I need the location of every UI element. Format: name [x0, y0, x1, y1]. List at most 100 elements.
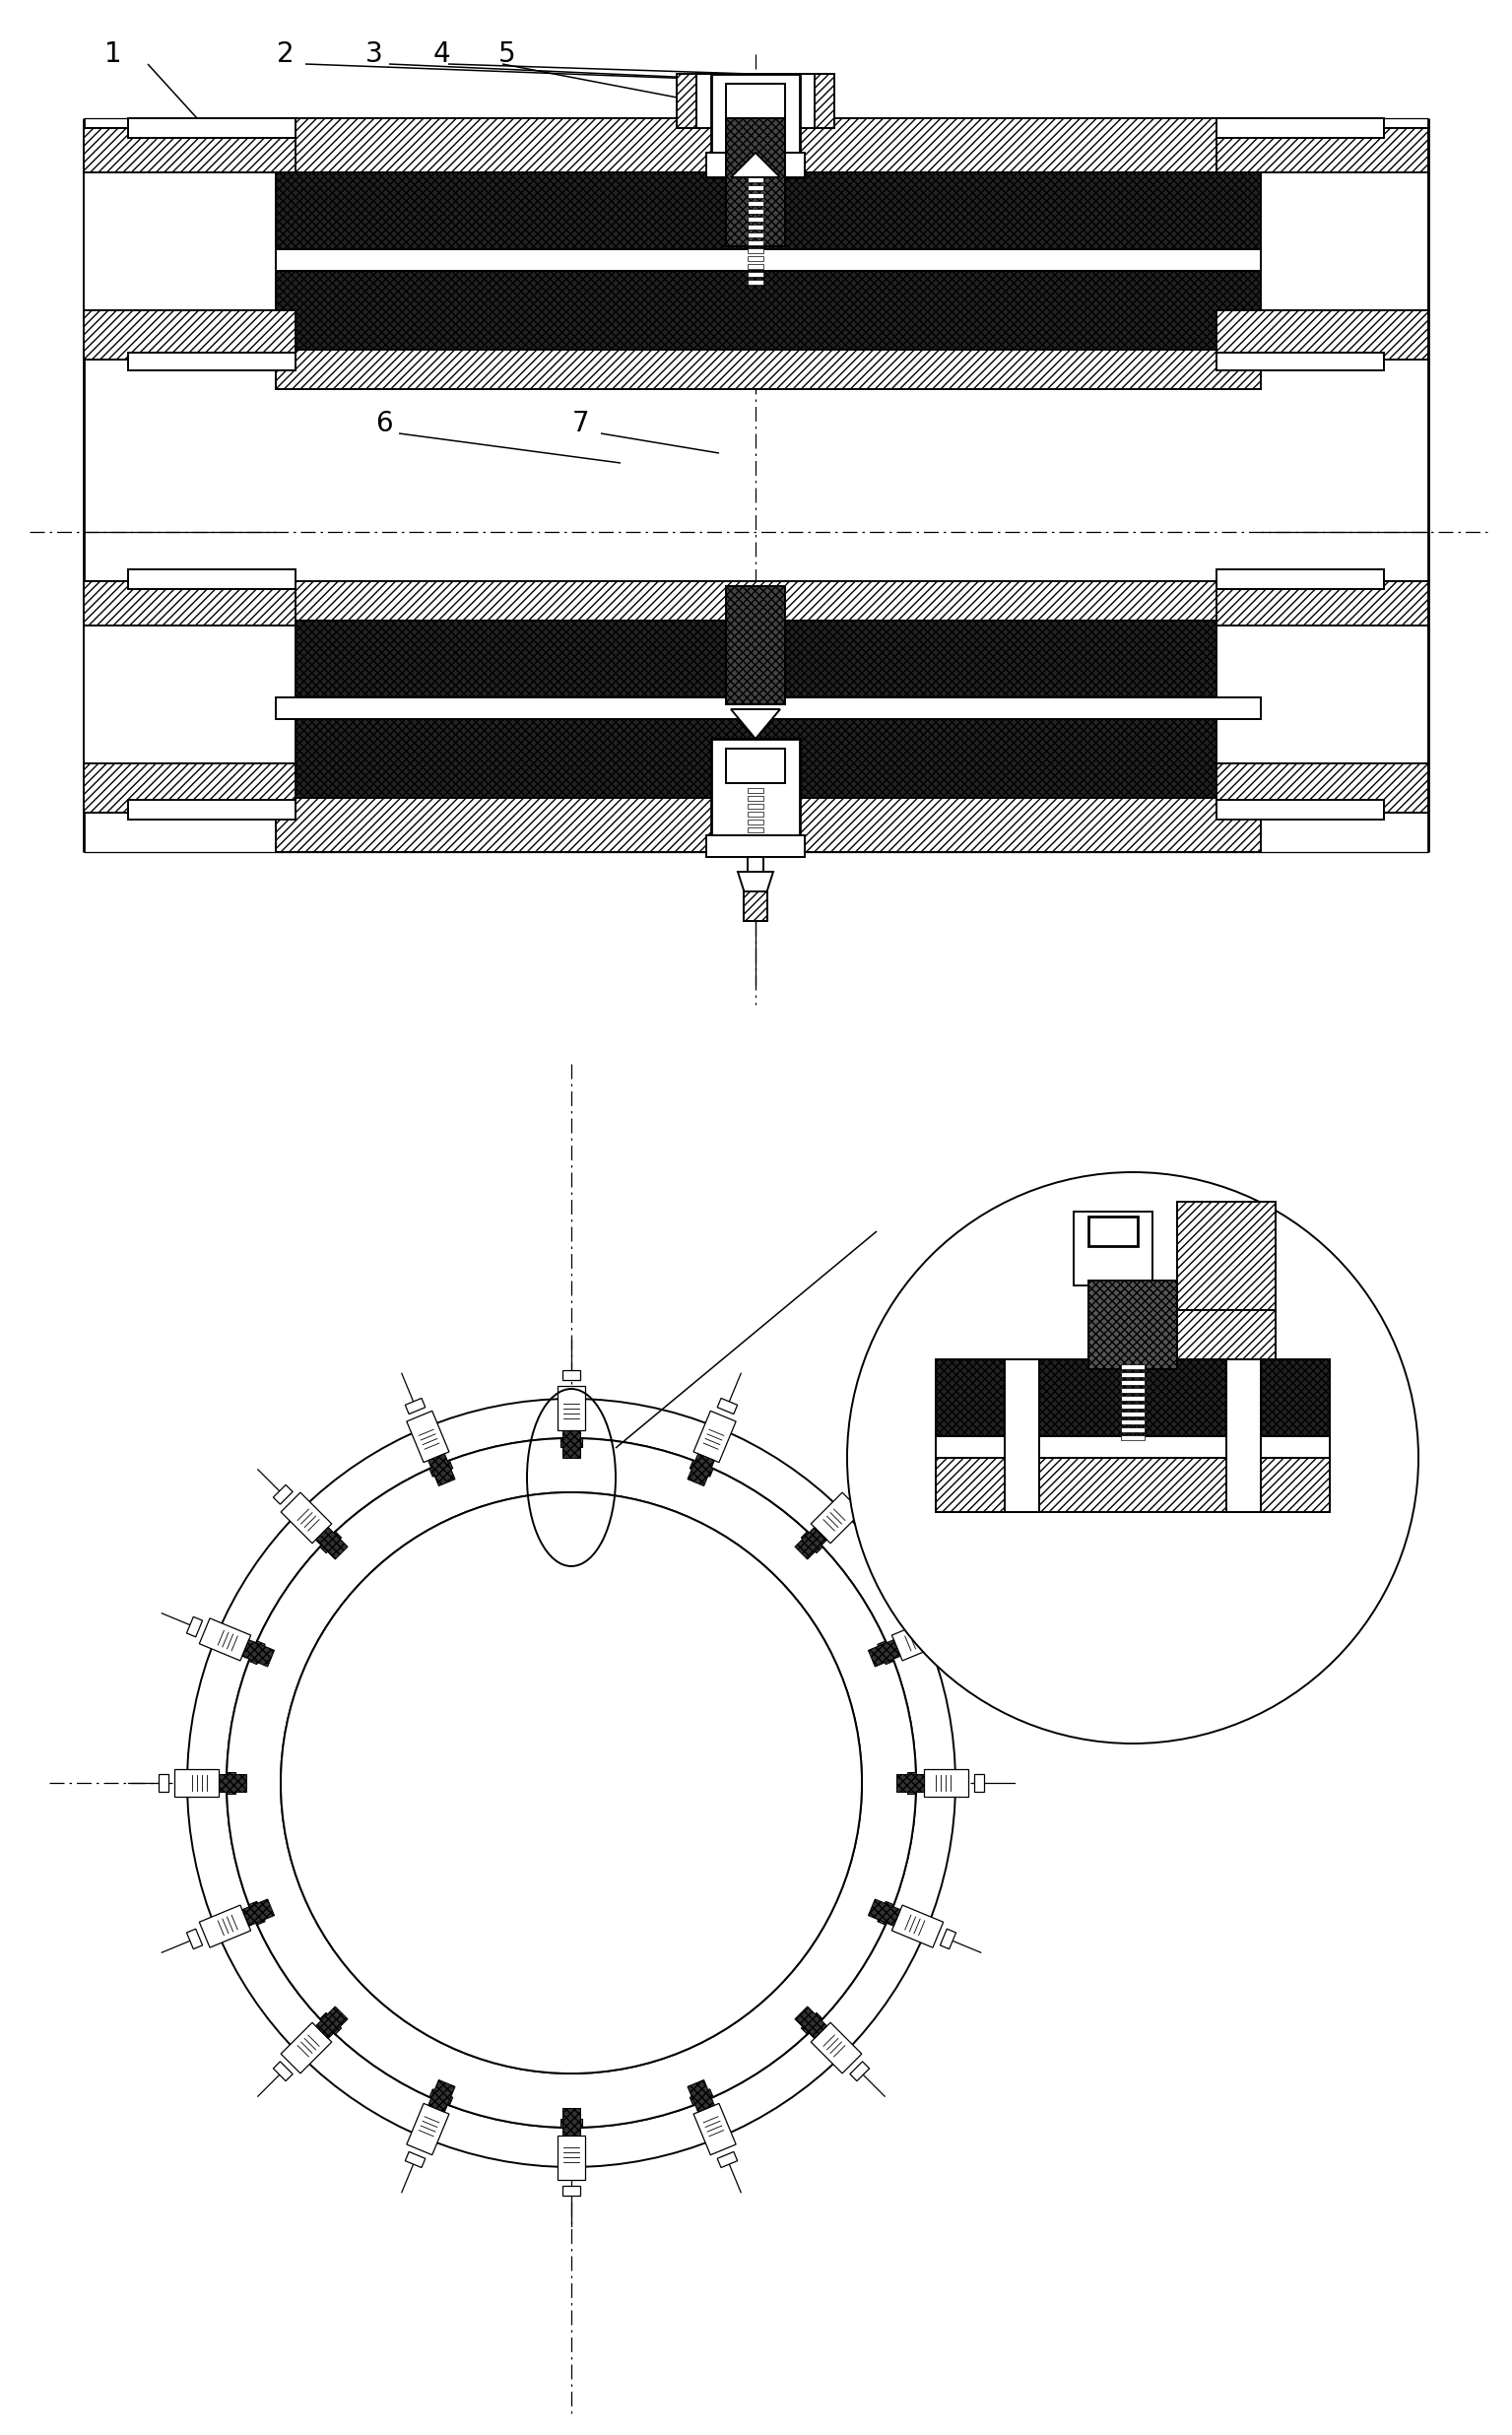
Polygon shape: [281, 1493, 331, 1544]
Polygon shape: [801, 1532, 823, 1554]
Text: 1: 1: [104, 41, 122, 68]
Polygon shape: [974, 1775, 984, 1792]
Polygon shape: [428, 1454, 455, 1485]
Polygon shape: [561, 2118, 582, 2128]
Polygon shape: [281, 2023, 331, 2072]
Polygon shape: [810, 1493, 862, 1544]
Polygon shape: [940, 1929, 956, 1948]
Bar: [747, 796, 764, 801]
Bar: [1217, 173, 1429, 309]
Bar: [1120, 1412, 1145, 1417]
Circle shape: [227, 1439, 916, 2128]
Bar: [275, 696, 1261, 718]
Polygon shape: [801, 2014, 823, 2033]
Bar: [726, 748, 785, 784]
Bar: [275, 173, 1261, 251]
Polygon shape: [227, 1773, 236, 1795]
Polygon shape: [868, 1639, 901, 1666]
Text: 3: 3: [366, 41, 383, 68]
Bar: [1089, 1281, 1178, 1368]
Polygon shape: [316, 2006, 348, 2038]
Polygon shape: [428, 2079, 455, 2111]
Bar: [1217, 799, 1383, 821]
Bar: [936, 1359, 1329, 1439]
Polygon shape: [689, 1461, 714, 1476]
Bar: [275, 270, 1261, 351]
Polygon shape: [850, 1485, 869, 1505]
Polygon shape: [877, 1902, 894, 1924]
Bar: [1217, 582, 1429, 626]
Bar: [1226, 1359, 1261, 1512]
Bar: [747, 789, 764, 794]
Bar: [1217, 119, 1383, 139]
Polygon shape: [429, 2089, 452, 2106]
Bar: [129, 570, 295, 589]
Polygon shape: [892, 1619, 943, 1661]
Bar: [677, 73, 835, 129]
Polygon shape: [405, 2153, 425, 2167]
Polygon shape: [174, 1770, 219, 1797]
Bar: [747, 202, 764, 207]
Polygon shape: [892, 1904, 943, 1948]
Bar: [1120, 1381, 1145, 1386]
Polygon shape: [717, 2153, 738, 2167]
Polygon shape: [159, 1775, 168, 1792]
Polygon shape: [730, 709, 780, 738]
Bar: [747, 217, 764, 222]
Polygon shape: [562, 1429, 581, 1459]
Bar: [275, 718, 1261, 799]
Polygon shape: [688, 2079, 715, 2111]
Bar: [1217, 570, 1383, 589]
Bar: [1004, 1359, 1039, 1512]
Polygon shape: [717, 1398, 738, 1415]
Bar: [1217, 582, 1429, 813]
Circle shape: [227, 1439, 916, 2128]
Bar: [83, 626, 295, 765]
Polygon shape: [242, 1899, 274, 1926]
Bar: [1217, 129, 1429, 360]
Polygon shape: [274, 2062, 293, 2082]
Bar: [129, 119, 295, 139]
Polygon shape: [688, 1454, 715, 1485]
Bar: [747, 804, 764, 808]
Bar: [747, 224, 764, 229]
Bar: [83, 173, 295, 309]
Polygon shape: [248, 1641, 265, 1666]
Polygon shape: [924, 1770, 968, 1797]
Bar: [1217, 309, 1429, 360]
Polygon shape: [407, 2104, 449, 2155]
Bar: [747, 273, 764, 278]
Bar: [747, 185, 764, 190]
Text: 5: 5: [499, 41, 516, 68]
Bar: [129, 353, 295, 370]
Polygon shape: [738, 872, 773, 896]
Bar: [275, 351, 1261, 390]
Polygon shape: [558, 2135, 585, 2179]
Polygon shape: [562, 2109, 581, 2135]
Polygon shape: [810, 2023, 862, 2072]
Circle shape: [187, 1398, 956, 2167]
Bar: [747, 209, 764, 214]
Polygon shape: [200, 1619, 251, 1661]
Polygon shape: [248, 1902, 265, 1924]
Bar: [1089, 1218, 1137, 1247]
Bar: [83, 129, 295, 360]
Bar: [747, 828, 764, 833]
Bar: [936, 1437, 1329, 1459]
Bar: [706, 835, 804, 857]
Polygon shape: [940, 1617, 956, 1636]
Bar: [1256, 1359, 1329, 1512]
Bar: [726, 119, 785, 246]
Bar: [275, 248, 1261, 270]
Polygon shape: [558, 1386, 585, 1429]
Bar: [1217, 626, 1429, 765]
Bar: [1178, 1310, 1276, 1368]
Bar: [1120, 1420, 1145, 1424]
Polygon shape: [868, 1899, 901, 1926]
Text: 4: 4: [432, 41, 451, 68]
Bar: [275, 799, 1261, 852]
Bar: [1120, 1364, 1145, 1368]
Bar: [1120, 1395, 1145, 1400]
Bar: [1120, 1373, 1145, 1378]
Text: 2: 2: [277, 41, 295, 68]
